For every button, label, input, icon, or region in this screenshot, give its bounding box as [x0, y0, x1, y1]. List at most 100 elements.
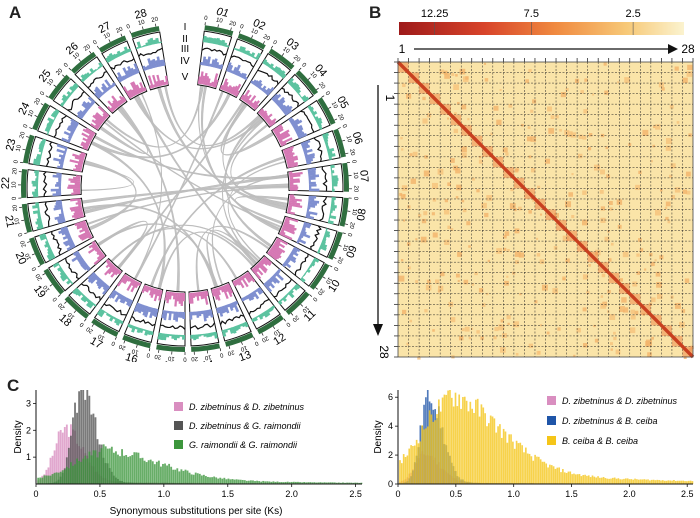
axis-tick: [96, 45, 100, 49]
histogram-bar: [575, 474, 577, 484]
contact-block: [530, 136, 536, 142]
contact-block: [610, 242, 614, 246]
contact-block: [638, 238, 642, 242]
chromosome-label: 02: [251, 17, 267, 33]
histogram-bar: [636, 479, 638, 484]
histogram-bar: [166, 465, 168, 484]
histogram-bar: [243, 480, 246, 484]
track-i-ring: [156, 344, 185, 352]
track-v-bar: [253, 104, 259, 110]
track-iv-bar: [76, 111, 85, 118]
contact-block: [423, 170, 430, 177]
track-iv-bar: [296, 129, 303, 135]
axis-tick: [49, 284, 53, 287]
tick-label: 0: [352, 197, 358, 201]
track-iv-bar: [63, 130, 73, 138]
contact-block: [504, 231, 510, 236]
contact-block: [451, 72, 455, 76]
tick-label: 0: [31, 265, 38, 271]
axis-tick: [21, 219, 25, 222]
track-iv-bar: [305, 155, 315, 161]
tick-label: 0: [239, 24, 245, 31]
track-label: I: [184, 22, 187, 33]
histogram-bar: [408, 448, 411, 484]
track-v-bar: [283, 148, 294, 154]
axis-tick: [45, 95, 49, 98]
track-v-bar: [176, 292, 180, 302]
track-v-bar: [81, 225, 88, 230]
histogram-bar: [565, 472, 568, 484]
contact-block: [505, 152, 509, 156]
histogram-bar: [682, 480, 685, 484]
contact-block: [528, 343, 533, 348]
track-ii-bar: [149, 330, 154, 336]
track-ii-bar: [275, 67, 282, 74]
track-v-bar: [268, 250, 280, 260]
track-i-ring: [191, 343, 221, 352]
track-v-bar: [74, 182, 81, 186]
track-ii-bar: [302, 96, 310, 103]
track-ii-bar: [294, 86, 301, 93]
contact-block: [592, 93, 595, 96]
track-v-bar: [130, 82, 139, 95]
track-iv-bar: [70, 118, 80, 126]
track-v-bar: [96, 253, 105, 260]
track-v-bar: [143, 87, 147, 92]
track-v-bar: [85, 141, 91, 145]
track-iv-bar: [208, 63, 212, 67]
contact-block: [500, 319, 504, 323]
track-iv-bar: [275, 96, 285, 106]
contact-block: [638, 170, 642, 175]
track-v-bar: [267, 118, 277, 126]
histogram-bar: [684, 481, 686, 484]
contact-block: [604, 236, 610, 242]
histogram-bar: [92, 413, 95, 484]
track-ii-bar: [245, 50, 251, 56]
track-v-bar: [73, 211, 84, 216]
track-v-bar: [148, 286, 152, 291]
histogram-bar: [155, 461, 158, 484]
track-iv-bar: [58, 186, 62, 189]
contact-block: [456, 101, 460, 105]
histogram-bar: [348, 482, 351, 484]
track-ii-bar: [287, 77, 294, 85]
histogram-bar: [131, 455, 134, 484]
chromosome-ring: 0 10 2001010200201020030102004010200501020…: [0, 6, 370, 362]
contact-block: [609, 207, 613, 211]
contact-block: [507, 322, 510, 326]
axis-tick: [29, 127, 33, 129]
histogram-bar: [606, 478, 609, 484]
track-iv-bar: [58, 154, 66, 159]
track-ii-bar: [331, 199, 335, 203]
track-iv-bar: [82, 101, 92, 109]
axis-tick: [123, 340, 126, 344]
track-ii-bar: [140, 45, 144, 48]
histogram-bar: [571, 474, 573, 484]
histogram-bar: [358, 482, 361, 484]
track-iv-bar: [297, 238, 307, 245]
track-iv-bar: [126, 69, 132, 78]
track-iv-bar: [87, 96, 96, 104]
track-iv-bar: [297, 133, 308, 139]
track-iv-bar: [261, 85, 267, 92]
track-iv-bar: [78, 258, 85, 264]
track-v-bar: [153, 288, 158, 295]
y-tick-label: 2: [26, 425, 31, 435]
contact-block: [603, 62, 607, 66]
track-i-ring: [333, 128, 346, 158]
axis-tick: [31, 253, 35, 256]
histogram-bar: [192, 474, 195, 484]
track-ii-bar: [158, 41, 162, 44]
contact-block: [455, 273, 460, 278]
track-iv-bar: [287, 256, 297, 264]
histogram-bar: [125, 455, 128, 484]
histogram-bar: [164, 463, 166, 484]
track-v-bar: [71, 212, 84, 218]
x-tick-label: 2.5: [681, 489, 694, 499]
track-ii-bar: [318, 126, 323, 130]
colorbar-tick-label: 2.5: [625, 8, 640, 20]
